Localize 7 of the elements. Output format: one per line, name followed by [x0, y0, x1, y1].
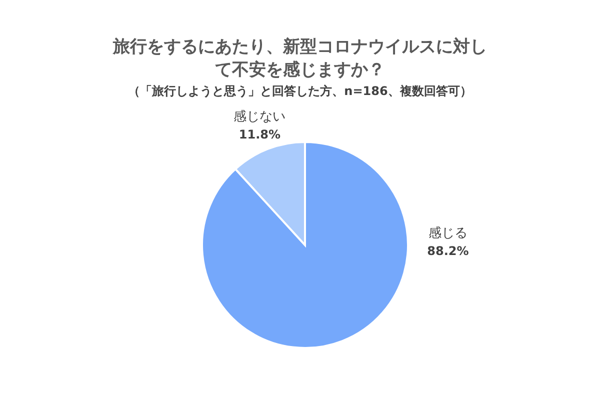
chart-subtitle: （「旅行しようと思う」と回答した方、n=186、複数回答可）: [127, 83, 473, 100]
pie-slice: [201, 141, 409, 349]
data-label: 88.2%: [427, 244, 469, 258]
slice-label: 感じる: [428, 226, 468, 241]
slice-label: 感じない: [234, 109, 286, 124]
data-label: 11.8%: [238, 127, 281, 142]
chart-title: 旅行をするにあたり、新型コロナウイルスに対して不安を感じますか？: [112, 36, 488, 82]
